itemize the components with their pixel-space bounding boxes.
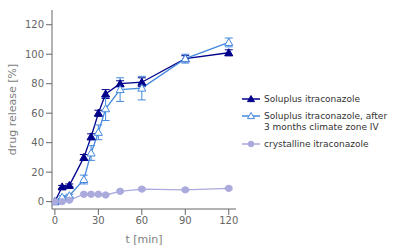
svg-text:80: 80 (31, 78, 44, 89)
svg-text:120: 120 (25, 19, 44, 30)
svg-text:120: 120 (219, 215, 238, 226)
svg-text:90: 90 (179, 215, 192, 226)
svg-text:60: 60 (31, 108, 44, 119)
svg-text:20: 20 (31, 167, 44, 178)
svg-text:0: 0 (38, 196, 44, 207)
svg-text:drug release [%]: drug release [%] (8, 64, 19, 156)
svg-text:100: 100 (25, 49, 44, 60)
svg-text:40: 40 (31, 137, 44, 148)
html-text:Soluplus itraconazole: Soluplus itraconazole (264, 93, 361, 104)
svg-text:0: 0 (52, 215, 58, 226)
html-text:Soluplus itraconazole, after 3: Soluplus itraconazole, after 3 months cl… (264, 110, 388, 132)
svg-text:30: 30 (92, 215, 105, 226)
svg-text:t [min]: t [min] (125, 233, 162, 246)
svg-text:60: 60 (135, 215, 148, 226)
html-text:crystalline itraconazole: crystalline itraconazole (264, 138, 369, 149)
